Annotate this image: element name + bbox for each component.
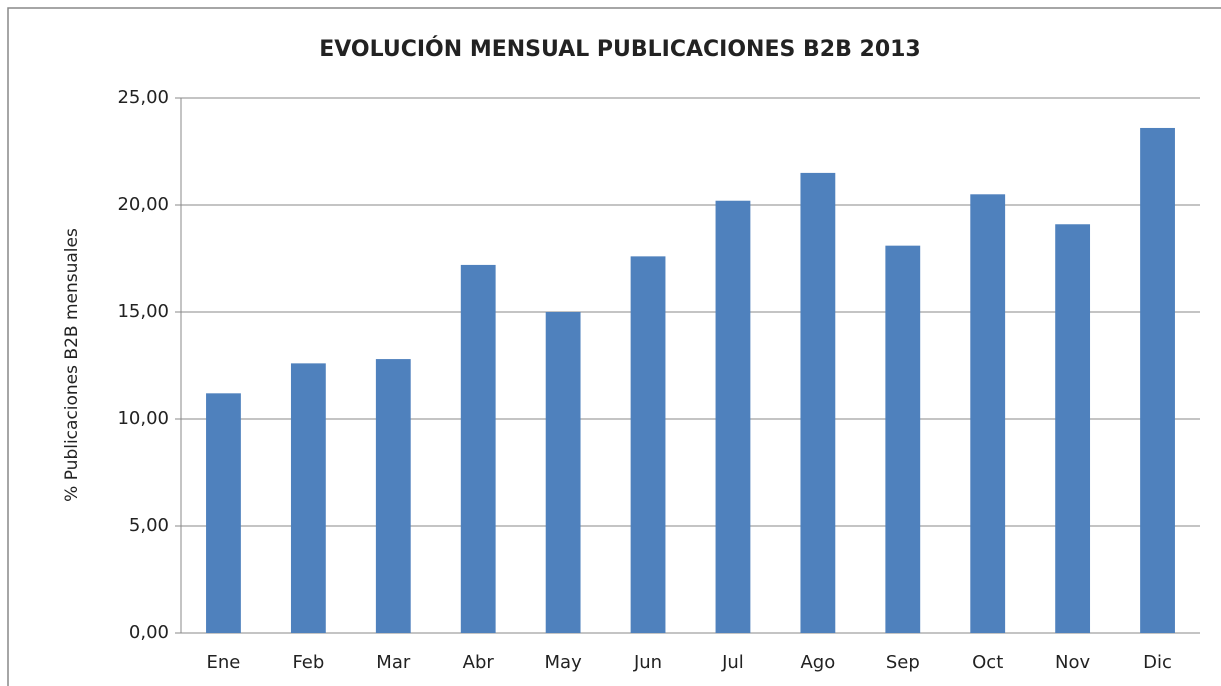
y-axis-title: % Publicaciones B2B mensuales [62,228,82,502]
x-tick-label: Ago [800,652,835,673]
bar [1055,224,1091,633]
x-tick-label: Jun [633,652,662,673]
x-tick-label: May [545,652,583,673]
y-tick-label: 20,00 [117,194,169,215]
x-tick-label: Dic [1143,652,1172,673]
y-tick-label: 5,00 [129,515,169,536]
bar [545,312,581,633]
bar [460,264,496,633]
bar [715,200,751,633]
x-tick-label: Feb [292,652,324,673]
x-tick-label: Oct [972,652,1003,673]
bar [375,359,411,633]
bar [970,194,1006,634]
bar [290,363,326,633]
y-tick-label: 15,00 [117,301,169,322]
chart-title: EVOLUCIÓN MENSUAL PUBLICACIONES B2B 2013 [319,36,921,62]
bar [630,256,666,633]
bar [1140,127,1175,634]
x-tick-label: Jul [721,652,744,673]
bar [885,245,921,633]
x-tick-label: Sep [886,652,920,673]
bar [206,393,241,633]
bar [800,172,836,633]
x-tick-label: Ene [207,652,241,673]
y-tick-label: 0,00 [129,622,169,643]
chart-frame [7,7,1221,686]
y-tick-label: 10,00 [117,408,169,429]
x-tick-label: Abr [463,652,495,673]
x-tick-label: Mar [376,652,411,673]
y-tick-label: 25,00 [117,87,169,108]
x-tick-label: Nov [1055,652,1090,673]
